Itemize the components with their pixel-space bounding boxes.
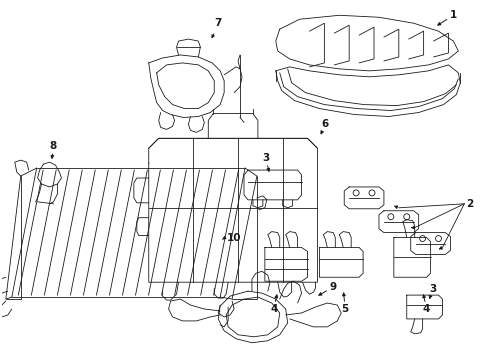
Text: 5: 5 bbox=[342, 304, 349, 314]
Text: 9: 9 bbox=[330, 282, 337, 292]
Text: 10: 10 bbox=[227, 233, 242, 243]
Text: 4: 4 bbox=[423, 304, 430, 314]
Text: 3: 3 bbox=[429, 284, 436, 294]
Text: 4: 4 bbox=[270, 304, 277, 314]
Text: 6: 6 bbox=[322, 120, 329, 130]
Text: 8: 8 bbox=[50, 141, 57, 151]
Text: 2: 2 bbox=[466, 199, 474, 209]
Text: 3: 3 bbox=[262, 153, 270, 163]
Text: 1: 1 bbox=[450, 10, 457, 20]
Text: 7: 7 bbox=[215, 18, 222, 28]
